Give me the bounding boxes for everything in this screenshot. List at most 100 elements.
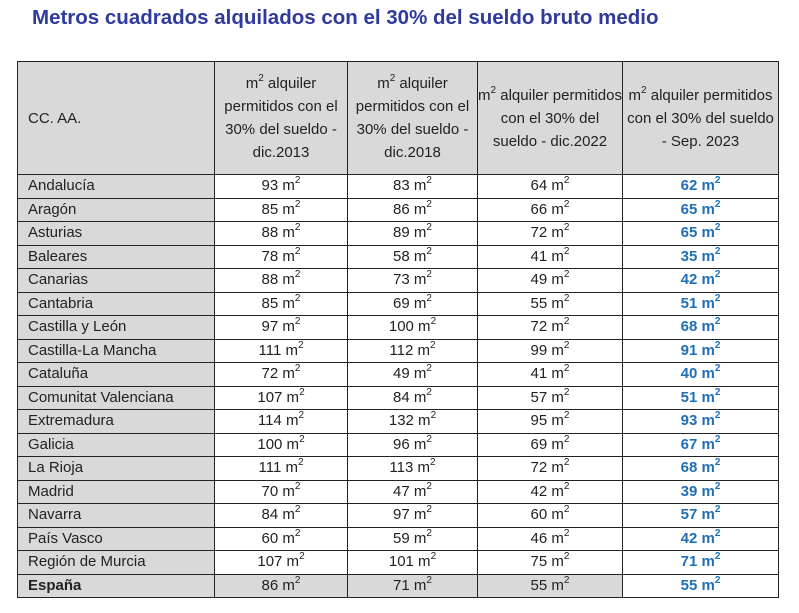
table-row: Extremadura 114 m2 132 m2 95 m2 93 m2: [17, 409, 779, 434]
value: 84 m: [261, 506, 295, 524]
value: 65 m: [680, 200, 715, 218]
unit-exponent: 2: [294, 175, 301, 187]
unit-exponent: 2: [563, 410, 570, 422]
table-row: Navarra 84 m2 97 m2 60 m2 57 m2: [17, 503, 779, 528]
region-name: País Vasco: [17, 526, 215, 551]
value: 41 m: [530, 365, 564, 383]
unit-exponent: 2: [563, 551, 570, 563]
region-name: Galicia: [17, 432, 215, 457]
value: 51 m: [680, 388, 715, 406]
value: 96 m: [393, 435, 427, 453]
table-row: Castilla-La Mancha 111 m2 112 m2 99 m2 91 m2: [17, 338, 779, 363]
unit-exponent: 2: [714, 292, 721, 304]
unit-exponent: 2: [426, 433, 432, 445]
value-cell: 71 m2: [347, 573, 478, 598]
unit-exponent: 2: [299, 433, 305, 445]
unit-exponent: 2: [430, 551, 437, 563]
value: 72 m: [261, 365, 295, 383]
value-cell: 96 m2: [347, 432, 478, 457]
unit-exponent: 2: [563, 574, 570, 586]
value: 70 m: [261, 482, 295, 500]
data-table: CC. AA. m2 alquiler permitidos con el 30%…: [17, 61, 779, 598]
table-row: Madrid 70 m2 47 m2 42 m2 39 m2: [17, 479, 779, 504]
table-row: Galicia 100 m2 96 m2 69 m2 67 m2: [17, 432, 779, 457]
table-row: Aragón 85 m2 86 m2 66 m2 65 m2: [17, 197, 779, 222]
value: 68 m: [680, 318, 715, 336]
unit-exponent: 2: [714, 316, 721, 328]
value-cell: 86 m2: [214, 573, 348, 598]
unit-exponent: 2: [714, 339, 721, 351]
unit-exponent: 2: [714, 574, 721, 586]
unit-exponent: 2: [714, 175, 721, 187]
value: 132 m: [388, 412, 431, 430]
value-cell: 60 m2: [214, 526, 348, 551]
unit-exponent: 2: [426, 386, 432, 398]
region-name: Andalucía: [17, 174, 215, 199]
value-cell: 83 m2: [347, 174, 478, 199]
value-cell: 39 m2: [622, 479, 779, 504]
value-cell: 40 m2: [622, 362, 779, 387]
value-cell: 93 m2: [214, 174, 348, 199]
value-cell: 101 m2: [347, 550, 478, 575]
page-title: Metros cuadrados alquilados con el 30% d…: [32, 6, 659, 29]
unit-exponent: 2: [563, 386, 570, 398]
table-row: País Vasco 60 m2 59 m2 46 m2 42 m2: [17, 526, 779, 551]
unit-exponent: 2: [714, 527, 721, 539]
unit-exponent: 2: [426, 363, 432, 375]
region-name: Comunitat Valenciana: [17, 385, 215, 410]
unit-exponent: 2: [563, 269, 570, 281]
value-cell: 111 m2: [214, 456, 348, 481]
unit-exponent: 2: [563, 457, 570, 469]
table-row: Comunitat Valenciana 107 m2 84 m2 57 m2 51 m…: [17, 385, 779, 410]
table-row: Andalucía 93 m2 83 m2 64 m2 62 m2: [17, 174, 779, 199]
unit-exponent: 2: [426, 292, 432, 304]
unit-exponent: 2: [297, 339, 304, 351]
value-cell: 107 m2: [214, 385, 348, 410]
value-cell: 100 m2: [347, 315, 478, 340]
total-row: España 86 m2 71 m2 55 m2 55 m2: [17, 573, 779, 598]
table-row: Baleares 78 m2 58 m2 41 m2 35 m2: [17, 244, 779, 269]
unit-exponent: 2: [294, 504, 301, 516]
table-row: Región de Murcia 107 m2 101 m2 75 m2 71 m2: [17, 550, 779, 575]
value-cell: 107 m2: [214, 550, 348, 575]
value: 65 m: [680, 224, 715, 242]
value-cell: 55 m2: [622, 573, 779, 598]
unit-exponent: 2: [299, 551, 305, 563]
value-cell: 72 m2: [477, 456, 623, 481]
value: 72 m: [530, 459, 564, 477]
value-cell: 46 m2: [477, 526, 623, 551]
table-row: Canarias 88 m2 73 m2 49 m2 42 m2: [17, 268, 779, 293]
value-cell: 66 m2: [477, 197, 623, 222]
region-name: Región de Murcia: [17, 550, 215, 575]
header-text: alquiler permitidos con el 30% del sueld…: [627, 86, 774, 150]
value: 57 m: [530, 388, 564, 406]
value-cell: 41 m2: [477, 244, 623, 269]
value-cell: 97 m2: [347, 503, 478, 528]
header-text: alquiler permitidos con el 30% del sueld…: [355, 75, 470, 161]
header-unit-exponent: 2: [490, 84, 497, 96]
value-cell: 78 m2: [214, 244, 348, 269]
value-cell: 91 m2: [622, 338, 779, 363]
unit-exponent: 2: [294, 292, 301, 304]
region-name: España: [17, 573, 215, 598]
value-cell: 57 m2: [622, 503, 779, 528]
value: 86 m: [393, 200, 427, 218]
value: 88 m: [261, 271, 295, 289]
value-cell: 84 m2: [214, 503, 348, 528]
value-cell: 60 m2: [477, 503, 623, 528]
unit-exponent: 2: [563, 222, 570, 234]
value: 91 m: [680, 341, 715, 359]
unit-exponent: 2: [714, 245, 721, 257]
header-unit: m: [628, 86, 642, 104]
value: 72 m: [530, 224, 564, 242]
unit-exponent: 2: [294, 198, 301, 210]
value-cell: 41 m2: [477, 362, 623, 387]
value: 75 m: [530, 553, 564, 571]
value-cell: 71 m2: [622, 550, 779, 575]
value: 88 m: [261, 224, 295, 242]
value: 112 m: [389, 341, 430, 359]
unit-exponent: 2: [294, 245, 301, 257]
value-cell: 55 m2: [477, 573, 623, 598]
value: 78 m: [261, 247, 295, 265]
region-name: Cantabria: [17, 291, 215, 316]
